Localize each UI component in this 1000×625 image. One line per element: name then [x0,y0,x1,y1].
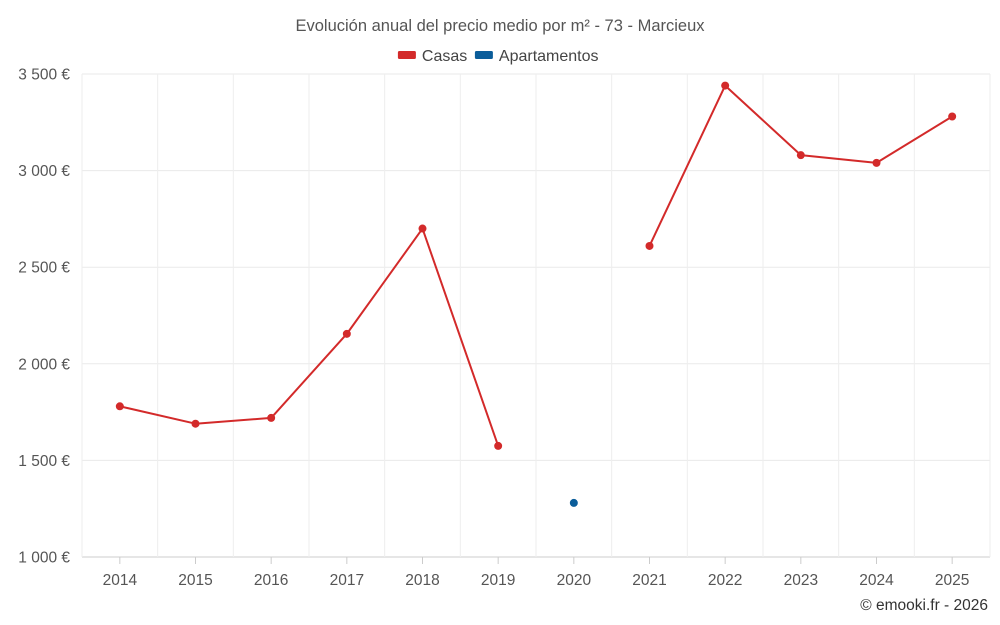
series-line-casas [648,84,953,247]
series-line-casas [119,227,500,447]
x-tick-label: 2023 [784,572,818,589]
y-axis: 1 000 € 1 500 € 2 000 € 2 500 € 3 000 € 3 500… [18,67,70,567]
legend-item-apartamentos[interactable]: Apartamentos [474,48,599,65]
legend-label: Apartamentos [499,48,599,65]
data-point-casas[interactable] [645,241,654,250]
legend-item-casas[interactable]: Casas [397,48,467,65]
x-tick-label: 2019 [481,572,515,589]
x-tick-label: 2024 [859,572,894,589]
data-point-apartamentos[interactable] [569,498,578,507]
x-tick-label: 2018 [405,572,439,589]
y-tick-label: 3 000 € [18,163,70,180]
legend-swatch [397,51,416,59]
data-point-casas[interactable] [494,441,503,450]
grid [81,73,991,558]
data-point-casas[interactable] [267,413,276,422]
x-tick-label: 2020 [557,572,592,589]
x-axis: 2014 2015 2016 2017 2018 2019 2020 2021 2022 2023… [103,557,969,589]
data-point-casas[interactable] [948,112,957,121]
credit-text: © emooki.fr - 2026 [860,597,988,614]
y-tick-label: 2 000 € [18,356,70,373]
series-group [115,81,957,507]
data-point-casas[interactable] [115,402,124,411]
chart-title: Evolución anual del precio medio por m² … [295,17,705,35]
data-point-casas[interactable] [418,224,427,233]
y-tick-label: 1 000 € [18,550,70,567]
x-tick-label: 2021 [632,572,666,589]
data-point-casas[interactable] [872,158,881,167]
legend: Casas Apartamentos [397,48,599,65]
y-tick-label: 2 500 € [18,260,70,277]
x-tick-label: 2017 [330,572,364,589]
legend-swatch [474,51,493,59]
legend-label: Casas [422,48,467,65]
x-tick-label: 2025 [935,572,969,589]
data-point-casas[interactable] [342,329,351,338]
y-tick-label: 3 500 € [18,67,70,84]
y-tick-label: 1 500 € [18,453,70,470]
x-tick-label: 2022 [708,572,742,589]
data-point-casas[interactable] [191,419,200,428]
x-tick-label: 2015 [178,572,212,589]
x-tick-label: 2014 [103,572,138,589]
data-point-casas[interactable] [796,151,805,160]
data-point-casas[interactable] [721,81,730,90]
x-tick-label: 2016 [254,572,288,589]
